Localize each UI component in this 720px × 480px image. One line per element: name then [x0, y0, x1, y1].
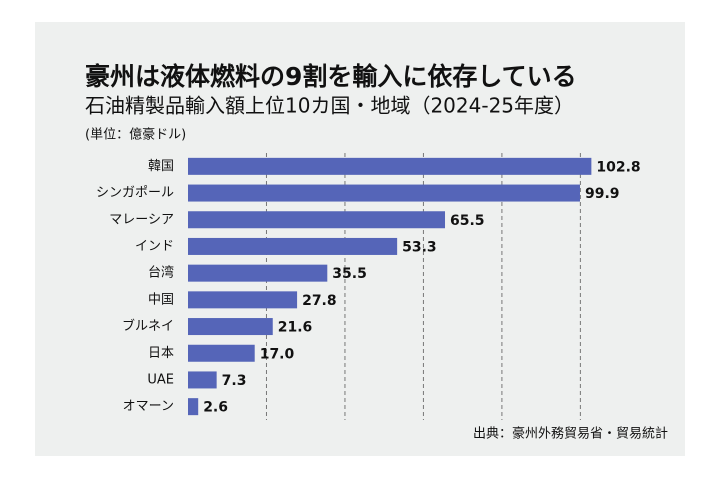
chart-title: 豪州は液体燃料の9割を輸入に依存している — [85, 62, 577, 91]
source: 出典：豪州外務貿易省・貿易統計 — [473, 426, 668, 442]
unit-label: (単位：億豪ドル) — [85, 127, 186, 143]
bar — [188, 264, 328, 282]
y-tick-label: オマーン — [123, 399, 174, 414]
y-tick-label: マレーシア — [109, 212, 174, 227]
y-tick-label: ブルネイ — [122, 318, 174, 334]
bar — [188, 237, 398, 255]
bar — [188, 184, 580, 202]
y-tick-label: 中国 — [148, 292, 174, 307]
value-label: 35.5 — [332, 266, 367, 282]
chart-subtitle: 石油精製品輸入額上位10カ国・地域（2024-25年度） — [85, 94, 574, 118]
value-label: 102.8 — [596, 159, 640, 175]
y-tick-label: インド — [135, 239, 174, 254]
value-label: 53.3 — [402, 239, 437, 255]
value-label: 21.6 — [278, 320, 313, 336]
y-tick-label: 韓国 — [148, 159, 174, 174]
y-tick-label: 台湾 — [148, 265, 174, 281]
value-label: 17.0 — [260, 346, 295, 362]
bar — [188, 157, 592, 175]
bar — [188, 211, 446, 229]
value-label: 99.9 — [585, 186, 620, 202]
y-tick-label: UAE — [147, 372, 174, 387]
bar — [188, 318, 273, 336]
value-label: 7.3 — [222, 373, 247, 389]
value-label: 65.5 — [450, 213, 485, 229]
bar — [188, 291, 298, 309]
value-label: 27.8 — [302, 293, 337, 309]
y-tick-label: シンガポール — [96, 186, 174, 201]
bar — [188, 398, 199, 416]
bar — [188, 371, 217, 389]
value-label: 2.6 — [203, 400, 228, 416]
y-tick-label: 日本 — [148, 346, 174, 361]
bar — [188, 344, 255, 362]
